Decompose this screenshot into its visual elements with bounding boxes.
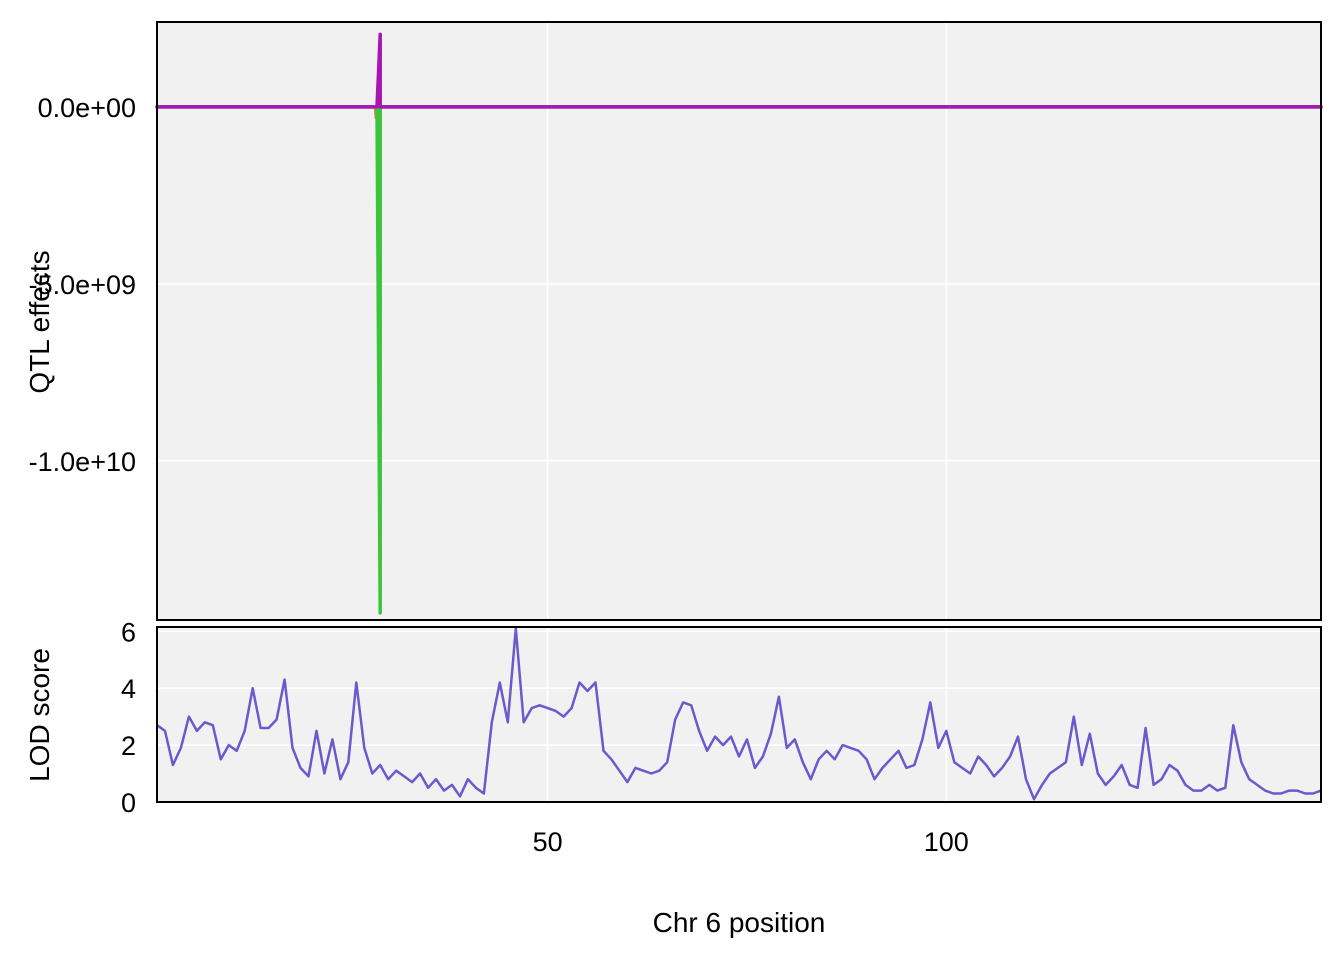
bottom-y-axis-title: LOD score — [24, 648, 55, 782]
bottom-y-tick-label: 0 — [121, 788, 136, 818]
bottom-y-tick-labels: 0 2 4 6 — [121, 617, 136, 818]
top-y-tick-label: 0.0e+00 — [38, 93, 136, 123]
top-y-axis-title: QTL effects — [24, 250, 55, 393]
x-tick-labels: 50 100 — [533, 827, 969, 857]
bottom-y-tick-label: 2 — [121, 731, 136, 761]
top-y-tick-labels: 0.0e+00 -5.0e+09 -1.0e+10 — [29, 93, 136, 477]
bottom-y-tick-label: 6 — [121, 617, 136, 647]
bottom-y-tick-label: 4 — [121, 674, 136, 704]
lod-score-series-line — [156, 627, 1322, 801]
bottom-panel-border — [156, 626, 1322, 803]
top-y-tick-label: -1.0e+10 — [29, 447, 136, 477]
bottom-panel-background — [157, 627, 1321, 802]
top-y-tick-label: -5.0e+09 — [29, 270, 136, 300]
x-tick-label: 50 — [533, 827, 563, 857]
bottom-panel: 0 2 4 6 50 100 LOD score Chr 6 position — [24, 617, 1322, 938]
x-tick-label: 100 — [924, 827, 969, 857]
bottom-panel-series — [156, 627, 1322, 801]
qtl-effect-series-line — [155, 32, 1323, 109]
x-axis-title: Chr 6 position — [653, 907, 826, 938]
top-panel-background — [157, 22, 1321, 620]
top-panel: 0.0e+00 -5.0e+09 -1.0e+10 QTL effects — [24, 21, 1323, 621]
top-panel-series — [155, 32, 1323, 615]
top-panel-border — [156, 21, 1322, 621]
